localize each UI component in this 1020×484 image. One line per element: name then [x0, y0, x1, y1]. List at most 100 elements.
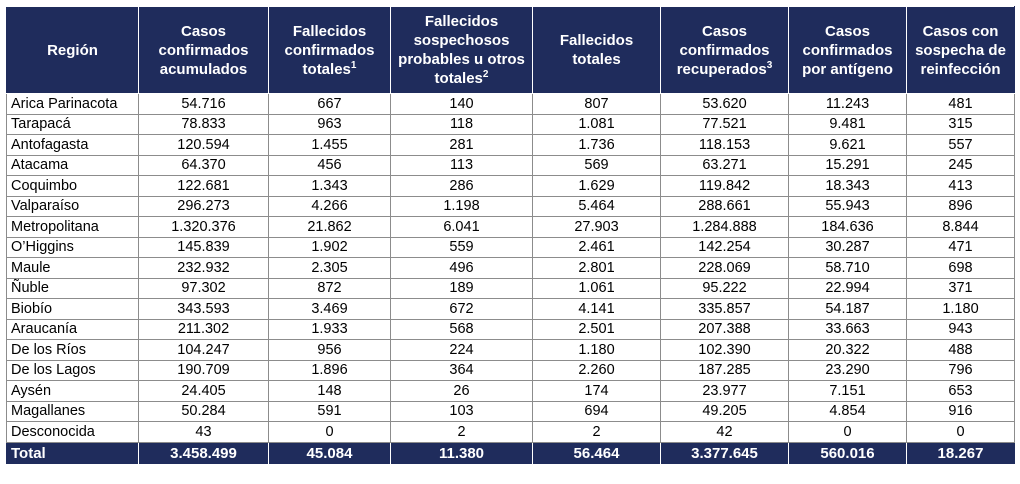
table-cell: 1.180 [532, 339, 661, 361]
table-cell: 2.305 [268, 257, 391, 279]
region-name: Tarapacá [6, 113, 139, 135]
table-row: Maule 232.932 2.305 496 2.801 228.069 58.710 69… [6, 257, 1015, 279]
table-cell: 943 [906, 318, 1015, 340]
total-cell: 11.380 [390, 441, 533, 465]
table-cell: 916 [906, 400, 1015, 422]
table-cell: 211.302 [138, 318, 269, 340]
table-row: Desconocida 43 0 2 2 42 0 0 [6, 421, 1015, 443]
table-cell: 4.266 [268, 195, 391, 217]
table-cell: 653 [906, 380, 1015, 402]
header-suspected-deaths: Fallecidos sospechosos probables u otros… [390, 6, 533, 94]
table-cell: 54.187 [788, 298, 907, 320]
table-cell: 963 [268, 113, 391, 135]
table-row: Ñuble 97.302 872 189 1.061 95.222 22.994 371 [6, 277, 1015, 299]
table-row: Atacama 64.370 456 113 569 63.271 15.291 245 [6, 154, 1015, 176]
table-cell: 335.857 [660, 298, 789, 320]
table-cell: 6.041 [390, 216, 533, 238]
header-total-deaths: Fallecidos totales [532, 6, 661, 94]
table-row: Biobío 343.593 3.469 672 4.141 335.857 54.187 1… [6, 298, 1015, 320]
table-cell: 413 [906, 175, 1015, 197]
table-cell: 343.593 [138, 298, 269, 320]
total-cell: 3.377.645 [660, 441, 789, 465]
table-cell: 33.663 [788, 318, 907, 340]
table-cell: 807 [532, 93, 661, 115]
table-cell: 120.594 [138, 134, 269, 156]
table-cell: 1.629 [532, 175, 661, 197]
table-row: De los Ríos 104.247 956 224 1.180 102.390 20.3… [6, 339, 1015, 361]
table-cell: 569 [532, 154, 661, 176]
table-cell: 872 [268, 277, 391, 299]
region-name: Atacama [6, 154, 139, 176]
table-cell: 4.141 [532, 298, 661, 320]
region-name: Valparaíso [6, 195, 139, 217]
table-cell: 42 [660, 421, 789, 443]
table-cell: 142.254 [660, 236, 789, 258]
table-cell: 207.388 [660, 318, 789, 340]
table-cell: 296.273 [138, 195, 269, 217]
table-cell: 796 [906, 359, 1015, 381]
table-cell: 78.833 [138, 113, 269, 135]
header-row: Región Casos confirmados acumulados Fall… [6, 6, 1015, 94]
region-name: De los Ríos [6, 339, 139, 361]
table-row: Coquimbo 122.681 1.343 286 1.629 119.842 18.34… [6, 175, 1015, 197]
table-cell: 187.285 [660, 359, 789, 381]
table-cell: 21.862 [268, 216, 391, 238]
table-cell: 148 [268, 380, 391, 402]
table-row: Arica Parinacota 54.716 667 140 807 53.620 11.… [6, 93, 1015, 115]
table-cell: 8.844 [906, 216, 1015, 238]
table-cell: 189 [390, 277, 533, 299]
table-cell: 3.469 [268, 298, 391, 320]
table-cell: 2.461 [532, 236, 661, 258]
table-cell: 118 [390, 113, 533, 135]
table-cell: 145.839 [138, 236, 269, 258]
region-name: Magallanes [6, 400, 139, 422]
table-cell: 694 [532, 400, 661, 422]
table-row: Araucanía 211.302 1.933 568 2.501 207.388 33.6… [6, 318, 1015, 340]
table-row: Aysén 24.405 148 26 174 23.977 7.151 653 [6, 380, 1015, 402]
table-cell: 23.977 [660, 380, 789, 402]
table-cell: 286 [390, 175, 533, 197]
table-cell: 7.151 [788, 380, 907, 402]
table-cell: 184.636 [788, 216, 907, 238]
total-label: Total [6, 441, 139, 465]
table-cell: 2.260 [532, 359, 661, 381]
table-cell: 113 [390, 154, 533, 176]
region-name: Aysén [6, 380, 139, 402]
table-cell: 30.287 [788, 236, 907, 258]
table-cell: 371 [906, 277, 1015, 299]
table-cell: 24.405 [138, 380, 269, 402]
table-cell: 119.842 [660, 175, 789, 197]
footnote-marker: 1 [350, 59, 357, 71]
header-confirmed-deaths: Fallecidos confirmados totales1 [268, 6, 391, 94]
table-row: Valparaíso 296.273 4.266 1.198 5.464 288.661 5… [6, 195, 1015, 217]
table-cell: 1.284.888 [660, 216, 789, 238]
table-cell: 118.153 [660, 134, 789, 156]
table-cell: 4.854 [788, 400, 907, 422]
region-name: De los Lagos [6, 359, 139, 381]
table-cell: 667 [268, 93, 391, 115]
table-cell: 97.302 [138, 277, 269, 299]
table-cell: 364 [390, 359, 533, 381]
table-cell: 63.271 [660, 154, 789, 176]
table-cell: 11.243 [788, 93, 907, 115]
table-cell: 2 [532, 421, 661, 443]
table-cell: 104.247 [138, 339, 269, 361]
table-cell: 224 [390, 339, 533, 361]
table-cell: 103 [390, 400, 533, 422]
region-name: Ñuble [6, 277, 139, 299]
table-row: O’Higgins 145.839 1.902 559 2.461 142.254 30.2… [6, 236, 1015, 258]
table-cell: 9.481 [788, 113, 907, 135]
region-name: Biobío [6, 298, 139, 320]
total-cell: 3.458.499 [138, 441, 269, 465]
table-cell: 1.902 [268, 236, 391, 258]
table-cell: 22.994 [788, 277, 907, 299]
table-cell: 9.621 [788, 134, 907, 156]
table-cell: 122.681 [138, 175, 269, 197]
table-row: Antofagasta 120.594 1.455 281 1.736 118.153 9.… [6, 134, 1015, 156]
table-cell: 5.464 [532, 195, 661, 217]
region-name: Arica Parinacota [6, 93, 139, 115]
table-cell: 2.501 [532, 318, 661, 340]
table-cell: 27.903 [532, 216, 661, 238]
header-reinfection: Casos con sospecha de reinfección [906, 6, 1015, 94]
table-row: Tarapacá 78.833 963 118 1.081 77.521 9.481 315 [6, 113, 1015, 135]
